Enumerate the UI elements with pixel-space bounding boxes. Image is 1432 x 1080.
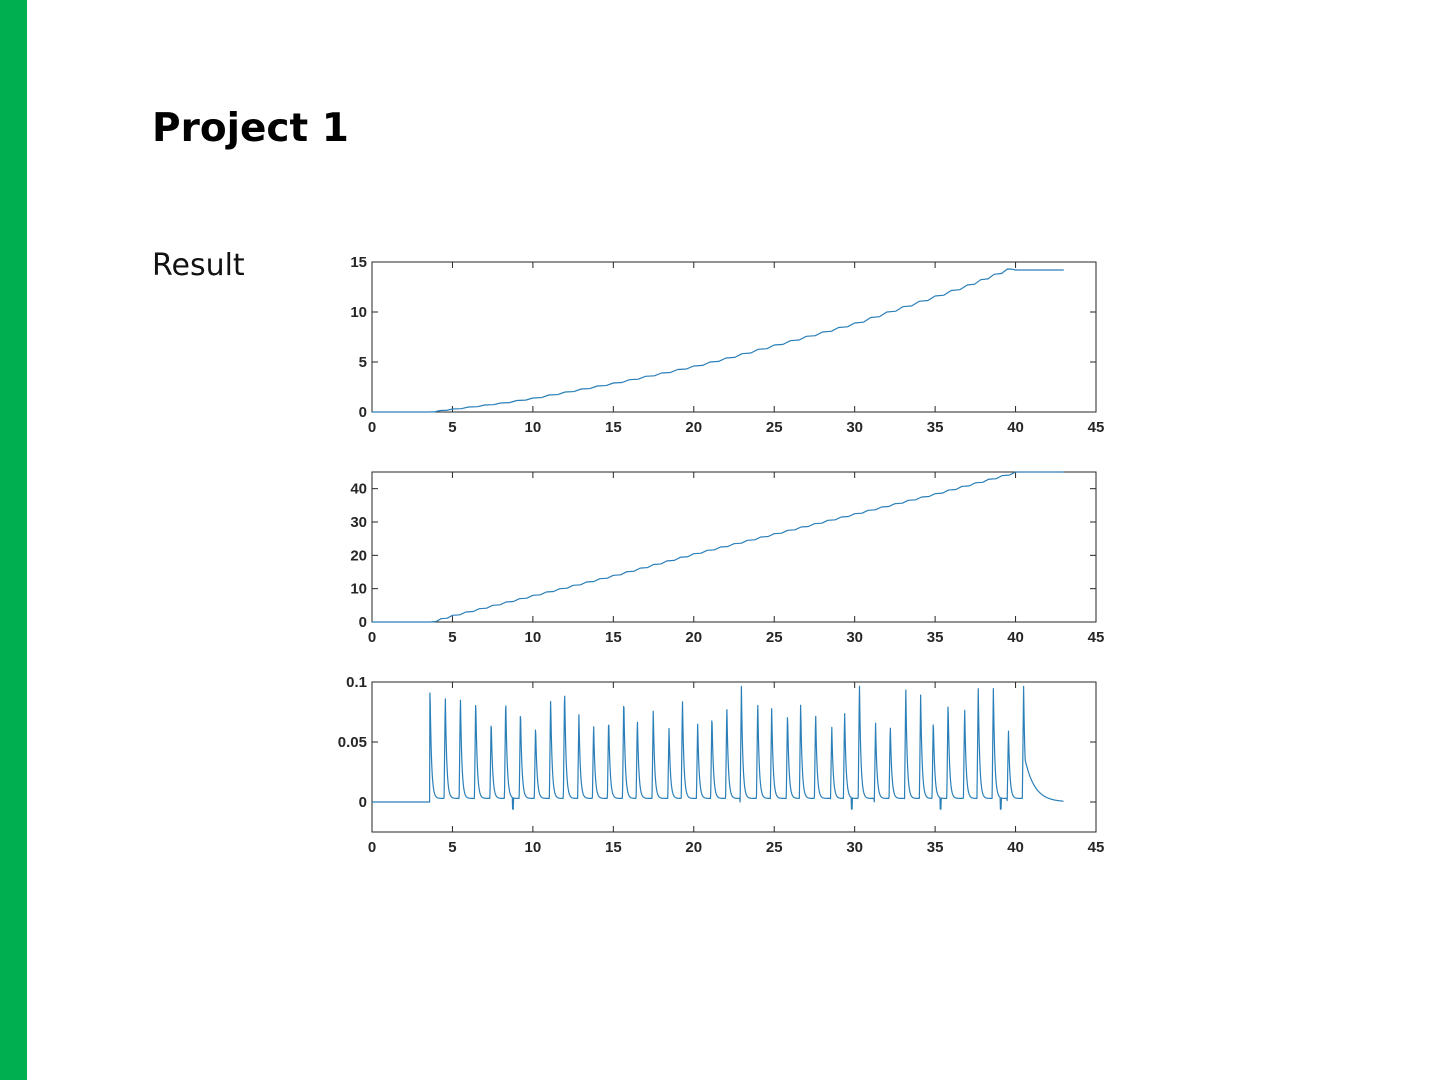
x-tick-label: 35	[927, 839, 944, 856]
x-tick-label: 35	[927, 629, 944, 646]
y-tick-label: 5	[359, 354, 367, 371]
y-tick-label: 0.1	[346, 674, 367, 691]
series-line	[371, 685, 1064, 810]
x-tick-label: 15	[605, 419, 622, 436]
x-tick-label: 20	[685, 839, 702, 856]
x-tick-label: 5	[448, 629, 456, 646]
series-line	[372, 471, 1064, 623]
y-tick-label: 0	[359, 794, 367, 811]
plot-frame	[371, 681, 1097, 833]
x-tick-label: 0	[368, 839, 376, 856]
x-tick-label: 15	[605, 629, 622, 646]
x-tick-label: 20	[685, 419, 702, 436]
x-tick-label: 45	[1088, 839, 1105, 856]
x-tick-label: 25	[766, 419, 783, 436]
y-tick-label: 15	[350, 254, 367, 271]
x-tick-label: 40	[1007, 629, 1024, 646]
x-tick-label: 15	[605, 839, 622, 856]
x-tick-label: 5	[448, 419, 456, 436]
y-tick-label: 0.05	[338, 734, 367, 751]
x-tick-label: 25	[766, 629, 783, 646]
x-tick-label: 35	[927, 419, 944, 436]
x-tick-label: 45	[1088, 419, 1105, 436]
x-tick-label: 10	[525, 839, 542, 856]
result-label: Result	[152, 248, 245, 283]
x-tick-label: 40	[1007, 419, 1024, 436]
y-tick-label: 40	[350, 481, 367, 498]
x-tick-label: 10	[525, 419, 542, 436]
y-tick-label: 0	[359, 404, 367, 421]
x-tick-label: 10	[525, 629, 542, 646]
x-tick-label: 5	[448, 839, 456, 856]
series-line	[372, 268, 1064, 413]
plot-frame	[371, 261, 1097, 413]
plot-frame	[371, 471, 1097, 623]
x-tick-label: 20	[685, 629, 702, 646]
chart-1: 0 5 10 15 20 25 30 35 40 45 0 5 10 15	[350, 254, 1104, 436]
x-tick-label: 40	[1007, 839, 1024, 856]
y-tick-label: 30	[350, 514, 367, 531]
x-tick-label: 0	[368, 419, 376, 436]
y-tick-label: 10	[350, 581, 367, 598]
y-tick-label: 10	[350, 304, 367, 321]
x-tick-label: 30	[846, 839, 863, 856]
x-tick-label: 30	[846, 419, 863, 436]
accent-bar	[0, 0, 27, 1080]
x-tick-label: 45	[1088, 629, 1105, 646]
y-tick-label: 0	[359, 614, 367, 631]
x-tick-label: 0	[368, 629, 376, 646]
x-tick-label: 25	[766, 839, 783, 856]
chart-3: 0 5 10 15 20 25 30 35 40 45 0 0.05 0.1	[338, 674, 1105, 856]
x-tick-label: 30	[846, 629, 863, 646]
y-tick-label: 20	[350, 547, 367, 564]
slide-title: Project 1	[152, 106, 349, 151]
chart-2: 0 5 10 15 20 25 30 35 40 45 0 10 20 30 40	[350, 471, 1105, 646]
